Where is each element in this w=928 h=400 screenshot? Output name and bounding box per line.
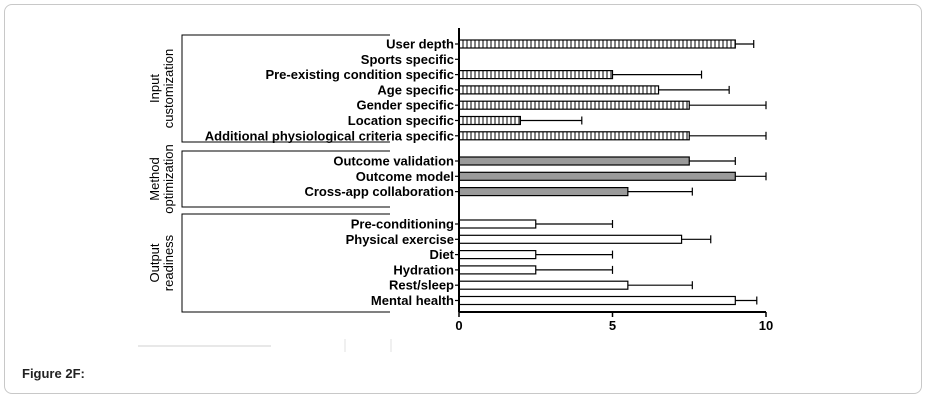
category-label-cross-app-collaboration: Cross-app collaboration (304, 184, 454, 199)
bar-age-specific (458, 85, 660, 95)
bar-physical-exercise (458, 234, 683, 244)
figure-caption: Figure 2F: (22, 366, 85, 381)
category-label-age-specific: Age specific (377, 82, 454, 97)
category-label-additional-physiological-criteria-specific: Additional physiological criteria specif… (205, 128, 454, 143)
group-label-2: Methodoptimization (147, 144, 176, 213)
category-label-outcome-model: Outcome model (356, 169, 454, 184)
bar-pre-existing-condition-specific (458, 69, 614, 80)
bar-outcome-model (458, 171, 736, 181)
category-label-outcome-validation: Outcome validation (333, 154, 454, 169)
category-label-pre-conditioning: Pre-conditioning (351, 217, 454, 232)
bar-outcome-validation (458, 156, 690, 166)
category-label-location-specific: Location specific (348, 113, 454, 128)
x-tick-label-5: 5 (609, 318, 616, 333)
x-tick-label-0: 0 (455, 318, 462, 333)
group-bracket-2 (181, 150, 390, 208)
bar-additional-physiological-criteria-specific (458, 131, 690, 141)
category-label-pre-existing-condition-specific: Pre-existing condition specific (265, 67, 454, 82)
bar-location-specific (458, 115, 522, 126)
bar-pre-conditioning (458, 219, 537, 229)
bar-rest-sleep (458, 280, 629, 290)
category-label-rest-sleep: Rest/sleep (389, 278, 454, 293)
bar-user-depth (458, 39, 736, 49)
category-label-physical-exercise: Physical exercise (346, 232, 454, 247)
bar-mental-health (458, 295, 736, 306)
bar-cross-app-collaboration (458, 187, 629, 197)
bar-diet (458, 250, 537, 260)
x-tick-label-10: 10 (759, 318, 773, 333)
bar-gender-specific (458, 100, 690, 110)
group-bracket-1 (181, 34, 390, 143)
category-label-diet: Diet (429, 247, 454, 262)
group-label-3: Outputreadiness (147, 234, 176, 291)
category-label-mental-health: Mental health (371, 293, 454, 308)
category-label-gender-specific: Gender specific (356, 98, 454, 113)
chart-figure: Inputcustomization User depth Sports speci… (138, 24, 786, 352)
group-bracket-3 (181, 213, 390, 313)
category-label-hydration: Hydration (393, 262, 454, 277)
group-label-1: Inputcustomization (147, 49, 176, 128)
bar-hydration (458, 265, 537, 275)
category-label-user-depth: User depth (386, 37, 454, 52)
category-label-sports-specific: Sports specific (361, 52, 454, 67)
